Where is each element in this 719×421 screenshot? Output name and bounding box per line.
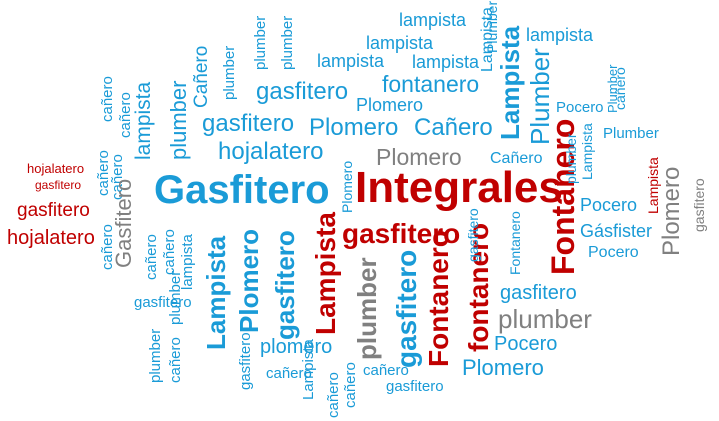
word: cañero	[161, 229, 178, 275]
word: Pocero	[580, 195, 638, 215]
word: Pocero	[588, 244, 639, 261]
word: gasfitero	[202, 110, 295, 137]
word: cañero	[363, 362, 409, 379]
word: gasfitero	[342, 218, 461, 249]
word: lampista	[132, 81, 155, 160]
word: plumber	[279, 15, 296, 70]
word: gasfitero	[691, 178, 707, 232]
word: Cañero	[191, 45, 212, 108]
word: Pocero	[556, 99, 604, 116]
word: plomero	[260, 336, 333, 358]
word: hojalatero	[7, 227, 95, 249]
word: lampista	[412, 52, 480, 72]
word: Lampista	[310, 212, 341, 335]
word: gasfitero	[465, 208, 481, 262]
word: cañero	[95, 150, 112, 196]
word: Pocero	[494, 333, 558, 355]
word: lampista	[399, 10, 467, 30]
word: Plomero	[234, 228, 264, 333]
word: cañero	[325, 372, 342, 418]
word: Lampista	[495, 25, 525, 140]
word: gasfitero	[237, 332, 254, 390]
word: Plomero	[339, 160, 355, 213]
word: Lampista	[300, 339, 317, 400]
word: gasfitero	[35, 178, 82, 192]
word: Gasfitero	[154, 168, 330, 212]
word: gasfitero	[391, 249, 422, 368]
word: fontanero	[382, 71, 480, 97]
word: plumber	[147, 328, 164, 383]
word: cañero	[99, 224, 116, 270]
word: plumber	[252, 15, 269, 70]
word: Plomero	[309, 114, 399, 141]
word: Lampista	[201, 235, 231, 350]
word: cañero	[143, 234, 160, 280]
word: lampista	[366, 33, 434, 53]
word: Plomero	[376, 144, 462, 170]
word: Fontanero	[423, 230, 454, 367]
word: plumber	[167, 270, 184, 325]
word: Cañero	[414, 114, 493, 141]
word: gasfitero	[270, 230, 300, 340]
word: Integrales	[355, 163, 563, 212]
word: cañero	[612, 67, 628, 110]
word: hojalatero	[27, 161, 85, 176]
word: Plomero	[462, 355, 544, 380]
word: gasfitero	[386, 378, 444, 395]
word: cañero	[266, 365, 312, 382]
word: plumber	[166, 80, 191, 160]
word: plumber	[563, 133, 579, 184]
word: gasfitero	[256, 78, 349, 105]
word: hojalatero	[218, 138, 324, 165]
word: Gásfister	[580, 221, 653, 241]
word: Plomero	[658, 166, 685, 256]
word: gasfitero	[17, 200, 90, 221]
word: lampista	[317, 51, 385, 71]
word: plumber	[498, 304, 592, 334]
word: plumber	[352, 257, 382, 360]
word: Lampista	[579, 123, 595, 180]
word: Plumber	[603, 125, 659, 142]
word: lampista	[526, 25, 594, 45]
word: gasfitero	[134, 294, 192, 311]
word: plumber	[221, 45, 238, 100]
word: Cañero	[490, 150, 543, 167]
word: cañero	[117, 92, 134, 138]
word: Fontanero	[507, 211, 523, 275]
word: cañero	[342, 362, 359, 408]
word: gasfitero	[500, 282, 577, 304]
word: Gasfitero	[111, 178, 136, 268]
word: cañero	[167, 337, 184, 383]
word: cañero	[99, 76, 116, 122]
word: Plomero	[356, 95, 424, 115]
